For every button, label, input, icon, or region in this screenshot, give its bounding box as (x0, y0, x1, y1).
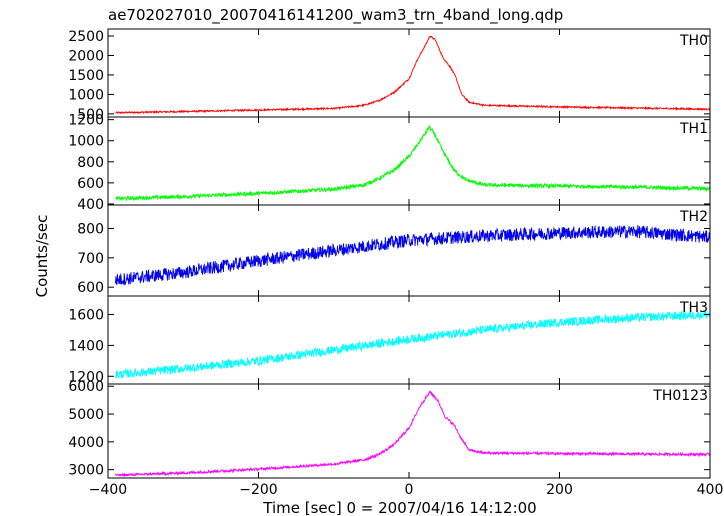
series-line-th1 (115, 125, 711, 202)
series-line-th2 (115, 224, 711, 286)
y-tick-label: 1500 (68, 68, 104, 84)
y-tick-label: 2500 (68, 29, 104, 45)
y-tick-label: 500 (77, 107, 104, 123)
panel-label-th2: TH2 (679, 209, 708, 225)
panel-label-th0: TH0 (679, 33, 708, 49)
series-line-th3 (115, 310, 711, 379)
x-tick-label: 200 (546, 482, 573, 498)
panel-label-th3: TH3 (679, 300, 708, 316)
panel-frame (107, 28, 711, 118)
y-tick-label: 1600 (68, 308, 104, 324)
y-tick-label: 4000 (68, 435, 104, 451)
y-tick-label: 800 (77, 155, 104, 171)
y-tick-label: 5000 (68, 407, 104, 423)
x-tick-label: 400 (697, 482, 724, 498)
x-tick-label: −200 (239, 482, 277, 498)
y-axis-label: Counts/sec (33, 215, 51, 298)
series-line-th0 (115, 35, 711, 115)
panel-label-th1: TH1 (679, 121, 708, 137)
y-tick-label: 1000 (68, 134, 104, 150)
y-tick-label: 1400 (68, 338, 104, 354)
panel-frame (107, 204, 711, 297)
y-tick-label: 1200 (68, 113, 104, 129)
y-tick-label: 2000 (68, 48, 104, 64)
panel-label-th0123: TH0123 (652, 388, 708, 404)
y-tick-label: 6000 (68, 379, 104, 395)
panel-frame (107, 116, 711, 206)
y-tick-label: 400 (77, 197, 104, 213)
y-tick-label: 1000 (68, 87, 104, 103)
x-tick-label: 0 (405, 482, 414, 498)
y-tick-label: 600 (77, 176, 104, 192)
y-tick-label: 1200 (68, 369, 104, 385)
y-tick-label: 700 (77, 251, 104, 267)
x-tick-label: −400 (89, 482, 127, 498)
y-tick-label: 600 (77, 280, 104, 296)
y-tick-label: 800 (77, 221, 104, 237)
x-axis-label: Time [sec] 0 = 2007/04/16 14:12:00 (262, 499, 536, 516)
series-line-th0123 (115, 390, 711, 478)
panel-frame (107, 383, 711, 479)
chart-title: ae702027010_20070416141200_wam3_trn_4ban… (108, 6, 563, 25)
y-tick-label: 3000 (68, 463, 104, 479)
